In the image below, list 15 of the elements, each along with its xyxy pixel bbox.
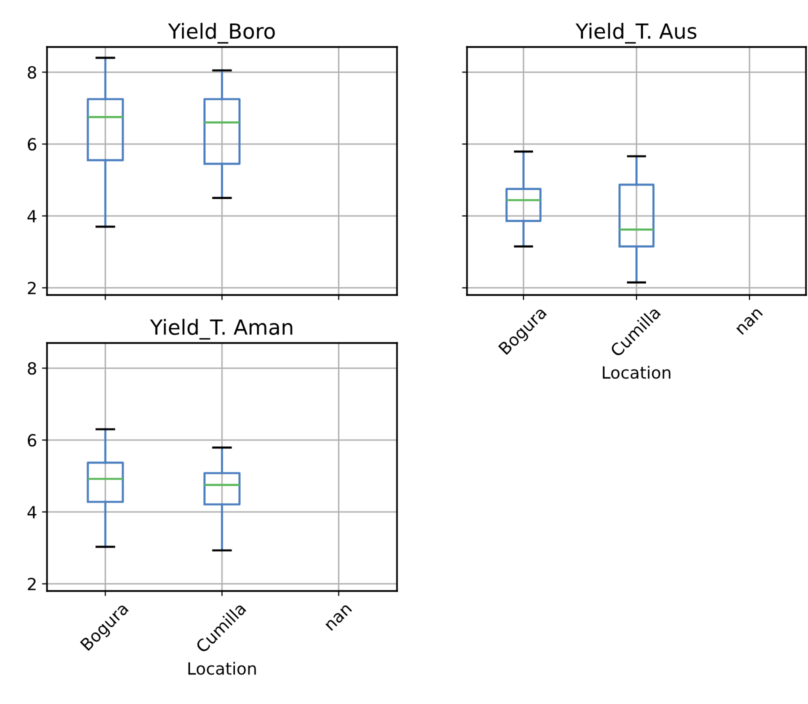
y-tick-label: 4 [27, 210, 36, 222]
chart-title: Yield_T. Aman [150, 318, 292, 340]
y-tick-label: 8 [28, 66, 36, 79]
x-tick-label: nan [736, 308, 763, 335]
y-tick-label: 6 [28, 434, 36, 447]
x-axis-title: Location [188, 662, 256, 675]
y-tick-label: 2 [28, 282, 36, 294]
y-tick-label: 2 [28, 578, 36, 590]
x-axis-title: Location [602, 366, 670, 379]
chart-title: Yield_Boro [168, 22, 275, 44]
y-tick-label: 8 [28, 362, 36, 375]
chart-title: Yield_T. Aus [576, 22, 696, 44]
x-tick-label: nan [325, 604, 352, 631]
y-tick-label: 6 [28, 138, 36, 151]
y-tick-label: 4 [27, 506, 36, 518]
